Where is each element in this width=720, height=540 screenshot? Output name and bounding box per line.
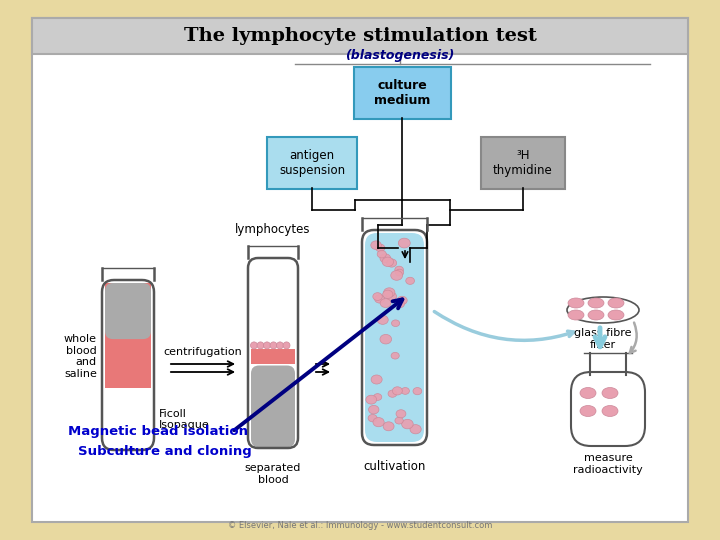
Ellipse shape: [401, 388, 410, 394]
Ellipse shape: [371, 375, 382, 384]
Circle shape: [283, 342, 290, 349]
Ellipse shape: [602, 406, 618, 416]
Ellipse shape: [406, 277, 415, 285]
Text: Magnetic bead isolation: Magnetic bead isolation: [68, 426, 248, 438]
Ellipse shape: [395, 269, 404, 276]
Text: ³H
thymidine: ³H thymidine: [493, 149, 553, 177]
Circle shape: [270, 342, 277, 349]
Ellipse shape: [402, 420, 413, 429]
Ellipse shape: [369, 406, 379, 414]
FancyBboxPatch shape: [571, 372, 645, 446]
FancyBboxPatch shape: [354, 67, 451, 119]
Ellipse shape: [395, 417, 403, 424]
Text: Subculture and cloning: Subculture and cloning: [78, 446, 252, 458]
Ellipse shape: [398, 238, 410, 248]
Ellipse shape: [397, 296, 408, 305]
Ellipse shape: [382, 257, 394, 267]
Ellipse shape: [580, 406, 596, 416]
FancyBboxPatch shape: [251, 366, 295, 447]
Ellipse shape: [368, 414, 377, 422]
Text: antigen
suspension: antigen suspension: [279, 149, 345, 177]
Ellipse shape: [377, 251, 387, 258]
Circle shape: [264, 342, 271, 349]
FancyBboxPatch shape: [105, 283, 151, 388]
Text: © Elsevier, Nale et al.: Immunology - www.studentconsult.com: © Elsevier, Nale et al.: Immunology - ww…: [228, 522, 492, 530]
Text: cultivation: cultivation: [364, 460, 426, 473]
Ellipse shape: [395, 266, 403, 273]
Text: (blastogenesis): (blastogenesis): [346, 50, 455, 63]
Text: The lymphocyte stimulation test: The lymphocyte stimulation test: [184, 27, 536, 45]
Ellipse shape: [383, 290, 393, 299]
Text: whole
blood
and
saline: whole blood and saline: [64, 334, 97, 379]
Ellipse shape: [373, 417, 384, 427]
Ellipse shape: [396, 410, 406, 418]
Ellipse shape: [388, 390, 397, 397]
Ellipse shape: [392, 387, 402, 395]
Ellipse shape: [396, 301, 405, 308]
Ellipse shape: [386, 292, 397, 301]
Text: measure
radioactivity: measure radioactivity: [573, 453, 643, 475]
Text: Ficoll
Isopaque: Ficoll Isopaque: [159, 409, 210, 430]
Text: lymphocytes: lymphocytes: [235, 223, 311, 236]
FancyBboxPatch shape: [32, 18, 688, 522]
Ellipse shape: [387, 259, 397, 267]
Ellipse shape: [374, 394, 382, 401]
Ellipse shape: [377, 315, 388, 325]
FancyBboxPatch shape: [267, 137, 357, 189]
Circle shape: [257, 342, 264, 349]
Ellipse shape: [376, 244, 385, 252]
Ellipse shape: [391, 271, 402, 280]
Ellipse shape: [392, 320, 400, 327]
FancyBboxPatch shape: [481, 137, 565, 189]
Text: culture
medium: culture medium: [374, 79, 430, 107]
Text: separated
blood: separated blood: [245, 463, 301, 484]
Circle shape: [251, 342, 258, 349]
FancyBboxPatch shape: [251, 349, 295, 364]
Ellipse shape: [383, 422, 394, 431]
Circle shape: [276, 342, 284, 349]
Ellipse shape: [568, 298, 584, 308]
Ellipse shape: [380, 334, 392, 344]
Ellipse shape: [588, 310, 604, 320]
Ellipse shape: [567, 297, 639, 323]
Ellipse shape: [391, 352, 400, 359]
Ellipse shape: [374, 295, 384, 303]
Ellipse shape: [371, 241, 382, 249]
Ellipse shape: [373, 293, 382, 300]
Ellipse shape: [588, 298, 604, 308]
Ellipse shape: [410, 424, 421, 434]
Ellipse shape: [366, 395, 377, 404]
FancyBboxPatch shape: [105, 283, 151, 339]
Text: centrifugation: centrifugation: [163, 347, 243, 357]
Ellipse shape: [413, 388, 422, 395]
FancyBboxPatch shape: [32, 18, 688, 54]
Ellipse shape: [602, 388, 618, 399]
Ellipse shape: [568, 310, 584, 320]
Ellipse shape: [608, 310, 624, 320]
Ellipse shape: [580, 388, 596, 399]
FancyBboxPatch shape: [365, 233, 424, 442]
Ellipse shape: [380, 299, 391, 308]
Ellipse shape: [384, 288, 395, 297]
Text: glass fibre
filter: glass fibre filter: [575, 328, 631, 349]
Ellipse shape: [380, 254, 391, 262]
Ellipse shape: [608, 298, 624, 308]
